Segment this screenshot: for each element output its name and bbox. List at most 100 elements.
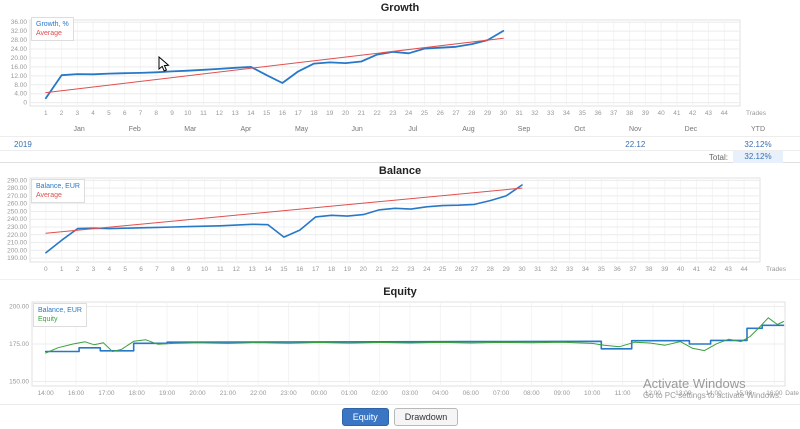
x-tick-label: 04:00 bbox=[432, 390, 449, 397]
growth-chart[interactable]: 1 2 3 4 5 6 7 8 9 10 11 12 13 14 15 16 17 18 19 20 21 22 23 24 2… bbox=[0, 14, 800, 134]
x-tick-label: 21 bbox=[376, 266, 384, 273]
equity-chart[interactable]: 14:00 16:00 17:00 18:00 19:00 20:00 21:00 22:00… bbox=[0, 300, 800, 400]
total-value: 32.12% bbox=[733, 151, 783, 163]
x-tick-label: 07:00 bbox=[493, 390, 510, 397]
axis-unit-label: Trades bbox=[746, 110, 767, 117]
x-tick-label: 17:00 bbox=[98, 390, 115, 397]
x-tick-label: 20:00 bbox=[189, 390, 206, 397]
ytd-value: 32.12% bbox=[744, 140, 772, 149]
x-tick-label: 15:00 bbox=[736, 390, 753, 397]
x-tick-label: 16 bbox=[279, 110, 287, 117]
x-tick-label: 5 bbox=[123, 266, 127, 273]
x-tick-label: 23 bbox=[407, 266, 415, 273]
x-tick-label: 42 bbox=[689, 110, 697, 117]
x-tick-label: 0 bbox=[44, 266, 48, 273]
x-tick-label: 41 bbox=[693, 266, 701, 273]
x-tick-label: 4 bbox=[91, 110, 95, 117]
x-tick-label: 25 bbox=[439, 266, 447, 273]
y-tick-label: 230.00 bbox=[7, 224, 27, 231]
month-label: Oct bbox=[574, 126, 585, 133]
x-tick-label: 36 bbox=[614, 266, 622, 273]
x-tick-label: 9 bbox=[187, 266, 191, 273]
y-tick-label: 210.00 bbox=[7, 240, 27, 247]
month-label: Nov bbox=[629, 126, 642, 133]
x-tick-label: 6 bbox=[139, 266, 143, 273]
x-tick-label: 34 bbox=[582, 266, 590, 273]
y-tick-label: 32.00 bbox=[11, 28, 28, 35]
legend-item: Growth, % bbox=[36, 21, 69, 28]
x-tick-label: 3 bbox=[92, 266, 96, 273]
y-tick-label: 36.00 bbox=[11, 19, 28, 26]
x-tick-label: 26 bbox=[455, 266, 463, 273]
x-tick-label: 24 bbox=[405, 110, 413, 117]
x-tick-label: 21 bbox=[358, 110, 366, 117]
y-tick-label: 20.00 bbox=[11, 55, 28, 62]
x-tick-label: 02:00 bbox=[372, 390, 389, 397]
month-label: Jun bbox=[352, 126, 363, 133]
x-tick-label: 33 bbox=[547, 110, 555, 117]
x-tick-label: 3 bbox=[76, 110, 80, 117]
x-tick-label: 34 bbox=[563, 110, 571, 117]
x-tick-label: 37 bbox=[610, 110, 618, 117]
y-tick-label: 280.00 bbox=[7, 185, 27, 192]
x-tick-label: 4 bbox=[108, 266, 112, 273]
y-tick-label: 150.00 bbox=[9, 379, 29, 386]
x-tick-label: 17 bbox=[295, 110, 303, 117]
y-tick-label: 260.00 bbox=[7, 201, 27, 208]
y-tick-label: 4.00 bbox=[14, 91, 27, 98]
drawdown-tab-button[interactable]: Drawdown bbox=[393, 408, 459, 426]
x-tick-label: 23:00 bbox=[280, 390, 297, 397]
y-tick-label: 28.00 bbox=[11, 37, 28, 44]
growth-chart-title: Growth bbox=[380, 2, 420, 14]
x-tick-label: 40 bbox=[657, 110, 665, 117]
year-link[interactable]: 2019 bbox=[14, 140, 32, 149]
x-tick-label: 9 bbox=[170, 110, 174, 117]
legend-item: Average bbox=[36, 192, 62, 199]
x-tick-label: 23 bbox=[389, 110, 397, 117]
y-tick-label: 240.00 bbox=[7, 216, 27, 223]
x-tick-label: 08:00 bbox=[523, 390, 540, 397]
x-tick-label: 15 bbox=[280, 266, 288, 273]
x-tick-label: 19 bbox=[326, 110, 334, 117]
x-tick-label: 35 bbox=[579, 110, 587, 117]
x-tick-label: 15 bbox=[263, 110, 271, 117]
x-tick-label: 12 bbox=[233, 266, 241, 273]
x-tick-label: 32 bbox=[531, 110, 539, 117]
balance-section: Balance 0 1 2 3 4 5 6 7 8 9 10 11 12 13 14 15 16 17 18 19 20… bbox=[0, 163, 800, 280]
x-tick-label: 38 bbox=[645, 266, 653, 273]
y-tick-label: 8.00 bbox=[14, 82, 27, 89]
x-tick-label: 24 bbox=[423, 266, 431, 273]
x-tick-label: 1 bbox=[44, 110, 48, 117]
x-tick-label: 16:00 bbox=[766, 390, 783, 397]
growth-table-total-row: Total: 32.12% bbox=[0, 150, 800, 163]
x-tick-label: 8 bbox=[154, 110, 158, 117]
month-label: Feb bbox=[129, 126, 141, 133]
x-tick-label: 8 bbox=[171, 266, 175, 273]
month-label: Jan bbox=[73, 126, 84, 133]
x-tick-label: 7 bbox=[139, 110, 143, 117]
y-tick-label: 200.00 bbox=[9, 304, 29, 311]
x-tick-label: 37 bbox=[629, 266, 637, 273]
x-tick-label: 14 bbox=[247, 110, 255, 117]
balance-chart[interactable]: 0 1 2 3 4 5 6 7 8 9 10 11 12 13 14 15 16 17 18 19 20 21 22 23 24… bbox=[0, 176, 800, 276]
x-tick-label: 40 bbox=[677, 266, 685, 273]
y-tick-label: 190.00 bbox=[7, 255, 27, 262]
y-tick-label: 24.00 bbox=[11, 46, 28, 53]
x-tick-label: 00:00 bbox=[311, 390, 328, 397]
x-tick-label: 16:00 bbox=[68, 390, 85, 397]
x-tick-label: 6 bbox=[123, 110, 127, 117]
equity-tab-button[interactable]: Equity bbox=[341, 408, 389, 426]
x-tick-label: 03:00 bbox=[402, 390, 419, 397]
x-tick-label: 18 bbox=[310, 110, 318, 117]
x-tick-label: 14:00 bbox=[706, 390, 723, 397]
x-tick-label: 19:00 bbox=[159, 390, 176, 397]
x-tick-label: 13:00 bbox=[675, 390, 692, 397]
x-tick-label: 06:00 bbox=[463, 390, 480, 397]
x-tick-label: 43 bbox=[725, 266, 733, 273]
x-tick-label: 19 bbox=[344, 266, 352, 273]
x-tick-label: 32 bbox=[550, 266, 558, 273]
series-line bbox=[45, 37, 504, 94]
x-tick-label: 21:00 bbox=[220, 390, 237, 397]
axis-unit-label: Trades bbox=[766, 266, 787, 273]
legend-item: Balance, EUR bbox=[36, 183, 80, 190]
